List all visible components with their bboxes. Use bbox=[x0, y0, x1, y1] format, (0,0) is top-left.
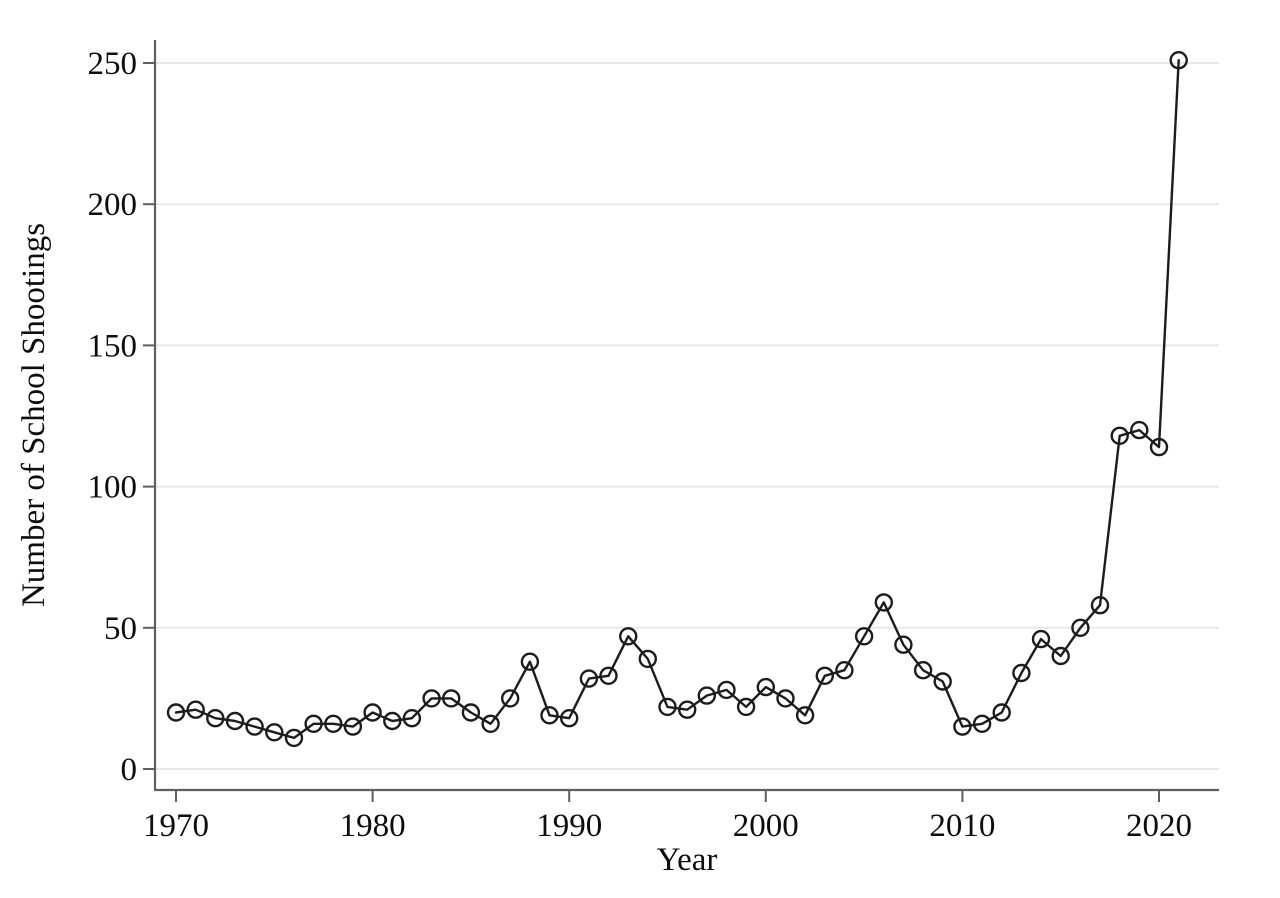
y-axis-title: Number of School Shootings bbox=[16, 223, 52, 607]
data-point-marker bbox=[343, 717, 363, 736]
series-line bbox=[174, 59, 1180, 740]
data-point-marker bbox=[599, 666, 618, 685]
data-point-marker bbox=[992, 703, 1011, 722]
x-tick-label: 1990 bbox=[536, 808, 602, 844]
data-point-marker bbox=[795, 706, 815, 725]
axes-layer bbox=[143, 40, 1219, 802]
data-point-marker bbox=[933, 672, 952, 691]
gridlines-layer bbox=[156, 62, 1219, 770]
data-point-marker bbox=[1012, 663, 1031, 683]
data-point-marker bbox=[245, 717, 264, 736]
data-point-marker bbox=[422, 689, 441, 708]
y-tick-label: 150 bbox=[88, 328, 138, 364]
x-tick-label: 1980 bbox=[340, 808, 406, 844]
data-point-marker bbox=[166, 703, 186, 722]
data-point-marker bbox=[1110, 426, 1129, 445]
data-point-marker bbox=[520, 652, 540, 671]
tick-labels-layer: 0 50 100 150 200 250 1970 1980 1990 2000 2010 2020 bbox=[88, 46, 1193, 844]
data-point-marker bbox=[501, 689, 520, 708]
x-tick-label: 2000 bbox=[733, 808, 799, 844]
data-point-marker bbox=[579, 669, 599, 688]
data-point-marker bbox=[265, 723, 284, 742]
data-point-marker bbox=[1130, 420, 1149, 440]
data-point-marker bbox=[658, 697, 677, 717]
data-point-marker bbox=[835, 661, 854, 680]
data-point-marker bbox=[481, 714, 500, 733]
data-point-marker bbox=[324, 714, 343, 733]
data-point-marker bbox=[225, 711, 245, 731]
x-axis-title: Year bbox=[657, 842, 718, 878]
data-point-marker bbox=[736, 697, 756, 717]
data-point-marker bbox=[953, 717, 972, 736]
data-point-marker bbox=[894, 635, 913, 654]
data-point-marker bbox=[678, 700, 697, 719]
data-point-marker bbox=[619, 627, 638, 646]
data-point-marker bbox=[284, 728, 304, 748]
data-point-marker bbox=[815, 666, 834, 685]
y-tick-label: 100 bbox=[88, 470, 138, 506]
y-tick-label: 250 bbox=[88, 46, 138, 82]
data-series-layer bbox=[166, 51, 1188, 748]
data-point-marker bbox=[186, 700, 205, 719]
data-point-marker bbox=[383, 711, 402, 731]
x-tick-label: 1970 bbox=[143, 808, 209, 844]
data-point-marker bbox=[1090, 596, 1110, 615]
data-point-marker bbox=[776, 689, 795, 708]
data-point-marker bbox=[540, 706, 559, 725]
data-point-marker bbox=[560, 709, 579, 728]
data-point-marker bbox=[442, 689, 461, 708]
data-point-marker bbox=[402, 709, 422, 728]
data-point-marker bbox=[461, 703, 481, 722]
x-tick-label: 2010 bbox=[929, 808, 995, 844]
data-point-marker bbox=[363, 703, 382, 722]
x-tick-label: 2020 bbox=[1126, 808, 1192, 844]
data-point-marker bbox=[697, 686, 716, 705]
data-point-marker bbox=[874, 593, 893, 612]
data-point-marker bbox=[717, 680, 736, 700]
data-point-marker bbox=[304, 714, 323, 733]
data-point-marker bbox=[638, 649, 657, 669]
y-tick-label: 200 bbox=[88, 187, 138, 223]
data-point-marker bbox=[1031, 629, 1051, 649]
data-point-marker bbox=[1149, 437, 1169, 457]
data-point-marker bbox=[854, 627, 874, 646]
data-point-marker bbox=[756, 677, 775, 697]
data-point-marker bbox=[1051, 646, 1070, 666]
y-tick-label: 0 bbox=[121, 752, 138, 788]
data-point-marker bbox=[913, 661, 933, 680]
data-point-marker bbox=[1071, 618, 1090, 637]
data-point-marker bbox=[972, 714, 992, 733]
data-point-marker bbox=[1169, 51, 1188, 70]
y-tick-label: 50 bbox=[104, 611, 137, 647]
data-point-marker bbox=[206, 709, 225, 728]
